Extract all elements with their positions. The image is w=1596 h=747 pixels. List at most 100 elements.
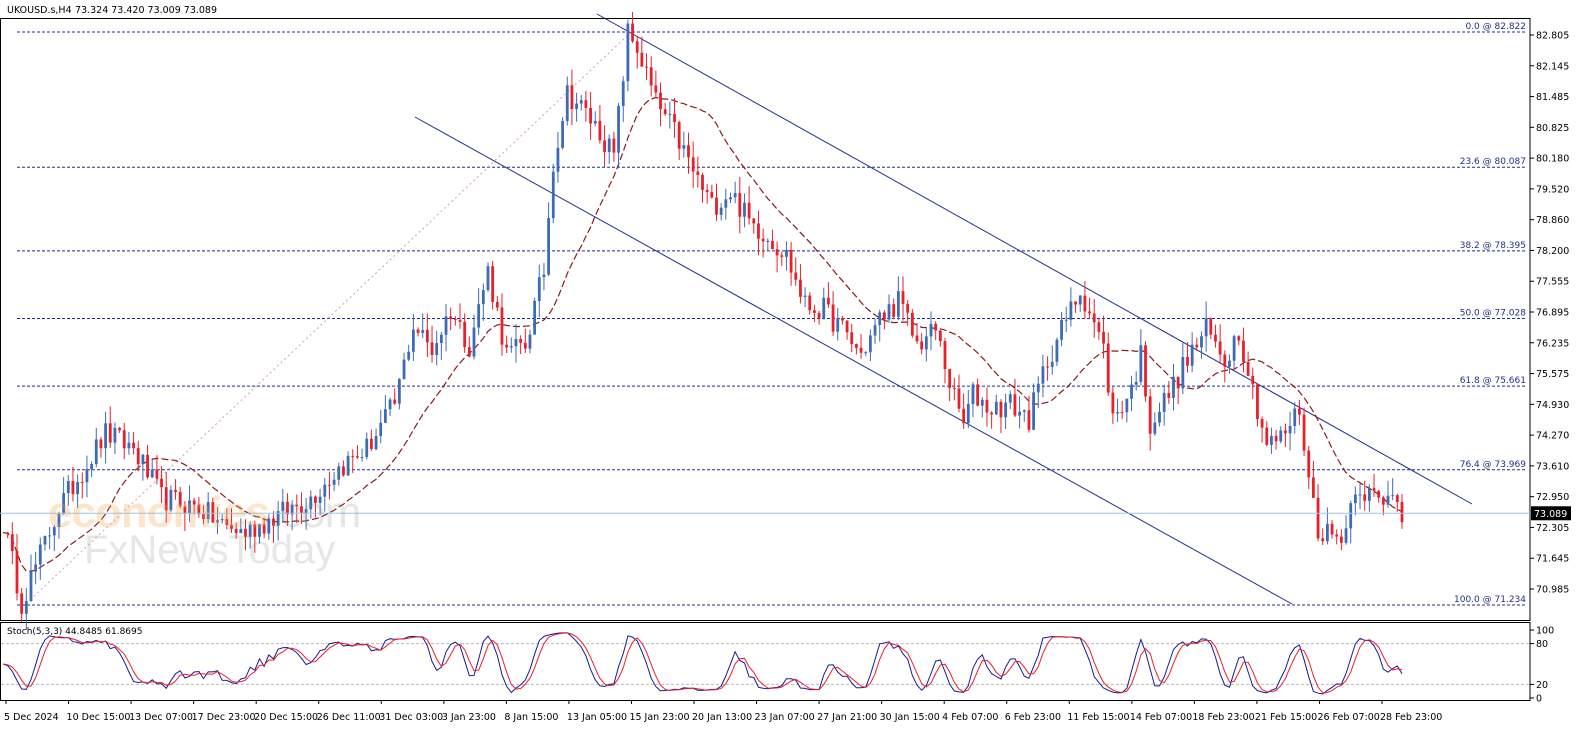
candle-body	[864, 352, 868, 354]
candle-body	[1078, 295, 1082, 305]
candle-body	[407, 351, 411, 360]
channel-lower-line	[414, 116, 1293, 605]
candle-body	[1097, 322, 1101, 332]
candle-body	[1372, 488, 1376, 491]
candle-body	[565, 85, 569, 122]
candle-body	[1022, 410, 1026, 412]
candle-body	[1008, 394, 1012, 403]
candle-body	[556, 147, 560, 172]
candle-body	[743, 202, 746, 217]
candle-body	[295, 504, 299, 507]
candle-body	[938, 330, 942, 342]
stoch-tick-label: 0	[1536, 694, 1542, 705]
candle-body	[118, 427, 121, 431]
candle-body	[579, 100, 583, 104]
candle-body	[85, 469, 89, 483]
candle-body	[682, 145, 686, 149]
price-tick-label: 76.235	[1536, 338, 1569, 349]
candle-body	[952, 387, 956, 389]
candle-body	[262, 524, 266, 534]
candle-body	[831, 304, 835, 332]
time-tick-label: 26 Dec 11:00	[317, 712, 381, 723]
candle-body	[1134, 381, 1138, 385]
candle-body	[1153, 422, 1157, 434]
candle-body	[929, 323, 933, 337]
candle-body	[1167, 392, 1171, 398]
price-tick-label: 72.305	[1536, 523, 1569, 534]
candle-body	[122, 430, 126, 449]
candle-body	[1391, 495, 1395, 497]
candle-body	[505, 344, 509, 348]
candle-body	[1218, 341, 1222, 355]
candle-body	[1284, 430, 1287, 434]
candle-body	[943, 341, 947, 370]
candle-body	[1251, 375, 1255, 385]
candle-body	[719, 207, 723, 215]
candle-body	[971, 384, 975, 405]
candle-body	[80, 482, 84, 484]
candle-body	[1358, 494, 1362, 496]
candle-body	[1386, 495, 1390, 505]
candle-body	[528, 334, 532, 349]
candle-body	[1125, 398, 1129, 413]
candle-body	[127, 442, 131, 449]
time-tick-label: 5 Dec 2024	[4, 712, 59, 723]
candle-body	[841, 318, 844, 321]
candle-body	[216, 520, 219, 523]
candle-body	[1311, 477, 1315, 498]
candle-body	[300, 506, 303, 513]
candle-body	[1046, 366, 1049, 368]
candle-body	[654, 85, 658, 93]
candle-body	[1186, 356, 1189, 366]
candle-body	[383, 409, 387, 423]
stochastic-panel: 100 80 20 0	[1, 626, 1554, 705]
candle-body	[976, 384, 980, 406]
price-tick-label: 71.645	[1536, 554, 1569, 565]
candle-body	[323, 484, 327, 497]
candle-body	[575, 103, 578, 109]
candle-body	[691, 157, 695, 172]
candle-body	[701, 174, 704, 190]
candle-body	[677, 122, 681, 149]
candle-body	[584, 100, 588, 108]
candle-body	[1395, 495, 1399, 503]
main-pane-frame	[0, 18, 1531, 621]
candle-body	[500, 307, 504, 345]
candle-body	[906, 303, 910, 313]
price-tick-label: 78.200	[1536, 246, 1569, 257]
candle-body	[635, 41, 639, 53]
candle-body	[733, 193, 737, 198]
candle-body	[990, 412, 994, 415]
candle-body	[1209, 318, 1213, 335]
price-tick-label: 76.895	[1536, 308, 1569, 319]
candle-body	[523, 342, 527, 349]
candle-body	[621, 81, 625, 106]
candle-body	[1004, 402, 1008, 418]
candle-body	[537, 277, 541, 301]
candle-body	[1102, 331, 1105, 344]
candle-body	[901, 291, 905, 304]
candle-body	[799, 279, 802, 297]
candle-body	[747, 202, 751, 219]
candle-body	[1237, 336, 1241, 341]
time-tick-label: 20 Dec 15:00	[254, 712, 318, 723]
candle-body	[1381, 497, 1385, 505]
candle-body	[304, 509, 308, 513]
candle-body	[6, 532, 10, 535]
candle-body	[1270, 435, 1273, 445]
candle-body	[920, 341, 924, 350]
price-tick-label: 70.985	[1536, 585, 1569, 596]
candle-body	[1232, 336, 1236, 361]
candle-body	[645, 66, 648, 68]
candle-body	[696, 171, 700, 175]
candle-body	[1190, 344, 1194, 366]
price-tick-label: 80.825	[1536, 123, 1569, 134]
candle-body	[1377, 490, 1381, 498]
candle-body	[15, 551, 19, 594]
candle-body	[286, 501, 289, 515]
candle-body	[785, 250, 788, 257]
candle-body	[687, 145, 690, 158]
candle-body	[1195, 344, 1199, 348]
candle-body	[76, 482, 80, 495]
